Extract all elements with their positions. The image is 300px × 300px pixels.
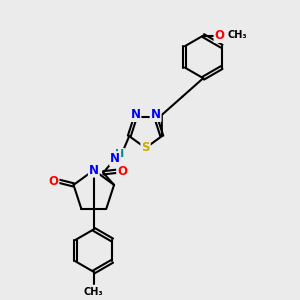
- Text: N: N: [89, 164, 99, 177]
- Text: S: S: [141, 142, 150, 154]
- Text: O: O: [214, 29, 224, 42]
- Text: CH₃: CH₃: [228, 30, 247, 40]
- Text: O: O: [117, 165, 127, 178]
- Text: CH₃: CH₃: [84, 287, 104, 297]
- Text: N: N: [130, 108, 140, 121]
- Text: N: N: [151, 108, 160, 121]
- Text: H: H: [115, 149, 124, 159]
- Text: N: N: [110, 152, 120, 165]
- Text: O: O: [48, 175, 59, 188]
